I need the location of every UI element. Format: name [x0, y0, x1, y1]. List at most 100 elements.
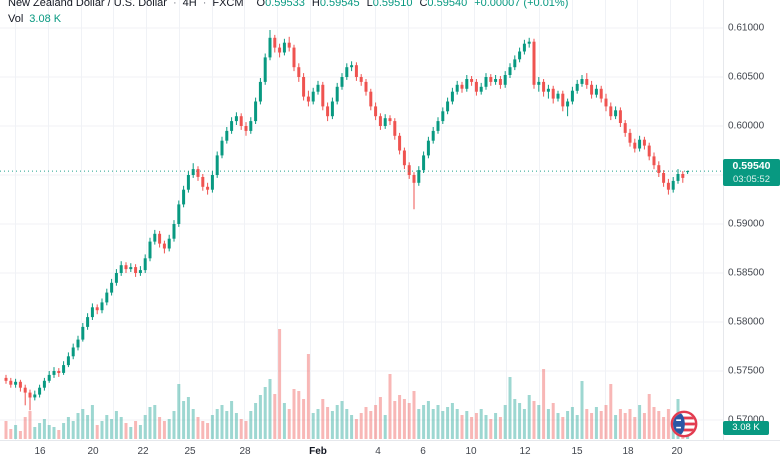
volume-bar: [4, 421, 8, 439]
candle-body: [556, 93, 560, 99]
volume-bar: [28, 411, 32, 439]
close-value: 0.59540: [427, 0, 468, 9]
volume-bar: [23, 417, 27, 439]
volume-bar: [206, 423, 210, 439]
separator-dot: ·: [172, 0, 177, 9]
time-axis-label: 28: [239, 446, 251, 457]
price-axis-label: 0.60500: [728, 71, 765, 83]
volume-bar: [196, 417, 200, 439]
volume-bar: [182, 401, 186, 439]
candle-body: [426, 140, 430, 156]
volume-bar: [100, 421, 104, 439]
volume-bar: [412, 391, 416, 439]
candle-body: [306, 96, 310, 102]
change-value: +0.00007 (+0.01%): [474, 0, 569, 9]
volume-bar: [537, 405, 541, 439]
candle-body: [4, 377, 8, 381]
volume-bar: [633, 417, 637, 439]
symbol-title[interactable]: New Zealand Dollar / U.S. Dollar: [8, 0, 167, 9]
volume-bar: [62, 423, 66, 439]
candle-body: [148, 241, 152, 259]
candle-body: [575, 83, 579, 91]
volume-bar: [345, 409, 349, 439]
volume-bar: [129, 427, 133, 439]
volume-bar: [234, 413, 238, 439]
volume-bar: [268, 379, 272, 439]
candle-body: [186, 175, 190, 190]
volume-bar: [9, 429, 13, 439]
volume-axis-badge: 3.08 K: [723, 421, 769, 435]
timeframe-label[interactable]: 4H: [182, 0, 197, 9]
candle-body: [522, 43, 526, 52]
volume-label[interactable]: Vol: [8, 13, 24, 25]
candle-body: [177, 204, 181, 224]
volume-bar: [302, 399, 306, 439]
candle-body: [542, 81, 546, 92]
candle-body: [388, 118, 392, 122]
candle-body: [614, 110, 618, 117]
candle-body: [570, 90, 574, 102]
volume-bar: [110, 419, 114, 439]
candle-body: [609, 106, 613, 117]
time-axis-label: 10: [465, 446, 477, 457]
exchange-label[interactable]: FXCM: [212, 0, 244, 9]
volume-bar: [321, 399, 325, 439]
time-axis-label: 6: [420, 446, 426, 457]
candle-body: [604, 98, 608, 107]
volume-bar: [249, 411, 253, 439]
volume-bar: [628, 409, 632, 439]
time-axis-label: Feb: [309, 446, 327, 457]
volume-bar: [417, 409, 421, 439]
volume-bar: [186, 397, 190, 439]
candle-body: [618, 110, 622, 123]
symbol-info-bar: New Zealand Dollar / U.S. Dollar · 4H · FXCM…: [8, 0, 568, 9]
current-price-value: 0.59540: [732, 160, 771, 172]
candle-body: [326, 106, 330, 117]
candle-body: [321, 84, 325, 107]
candle-body: [330, 101, 334, 117]
volume-bar: [426, 401, 430, 439]
broker-logo-icon[interactable]: [670, 410, 698, 438]
volume-bar: [52, 427, 56, 439]
volume-bar: [263, 387, 267, 439]
candle-body: [681, 174, 685, 178]
candle-body: [23, 387, 27, 393]
candle-body: [412, 175, 416, 183]
candle-body: [76, 339, 80, 348]
candle-body: [350, 65, 354, 68]
candle-body: [518, 51, 522, 60]
volume-bar: [522, 409, 526, 439]
candle-body: [263, 57, 267, 82]
price-axis-label: 0.57000: [728, 414, 765, 426]
volume-bar: [388, 374, 392, 439]
open-label: O: [256, 0, 266, 9]
volume-bar: [638, 405, 642, 439]
candle-body: [14, 381, 18, 385]
volume-bar: [556, 413, 560, 439]
volume-bar: [350, 415, 354, 439]
candle-body: [191, 169, 195, 175]
candle-body: [28, 392, 32, 398]
volume-bar: [354, 419, 358, 439]
candle-body: [230, 121, 234, 131]
volume-bar: [167, 419, 171, 439]
volume-bar: [239, 419, 243, 439]
time-axis-label: 12: [519, 446, 531, 457]
volume-bar: [402, 399, 406, 439]
candle-body: [105, 292, 109, 303]
volume-bar: [594, 407, 598, 439]
volume-bar: [143, 415, 147, 439]
candle-body: [158, 233, 162, 244]
volume-bar: [297, 391, 301, 439]
candle-body: [652, 156, 656, 166]
volume-bar: [364, 407, 368, 439]
candle-body: [417, 170, 421, 183]
candle-body: [215, 155, 219, 175]
candle-body: [364, 81, 368, 92]
volume-bar: [76, 413, 80, 439]
candle-body: [86, 317, 90, 327]
candle-body: [311, 91, 315, 102]
volume-bar: [124, 423, 128, 439]
